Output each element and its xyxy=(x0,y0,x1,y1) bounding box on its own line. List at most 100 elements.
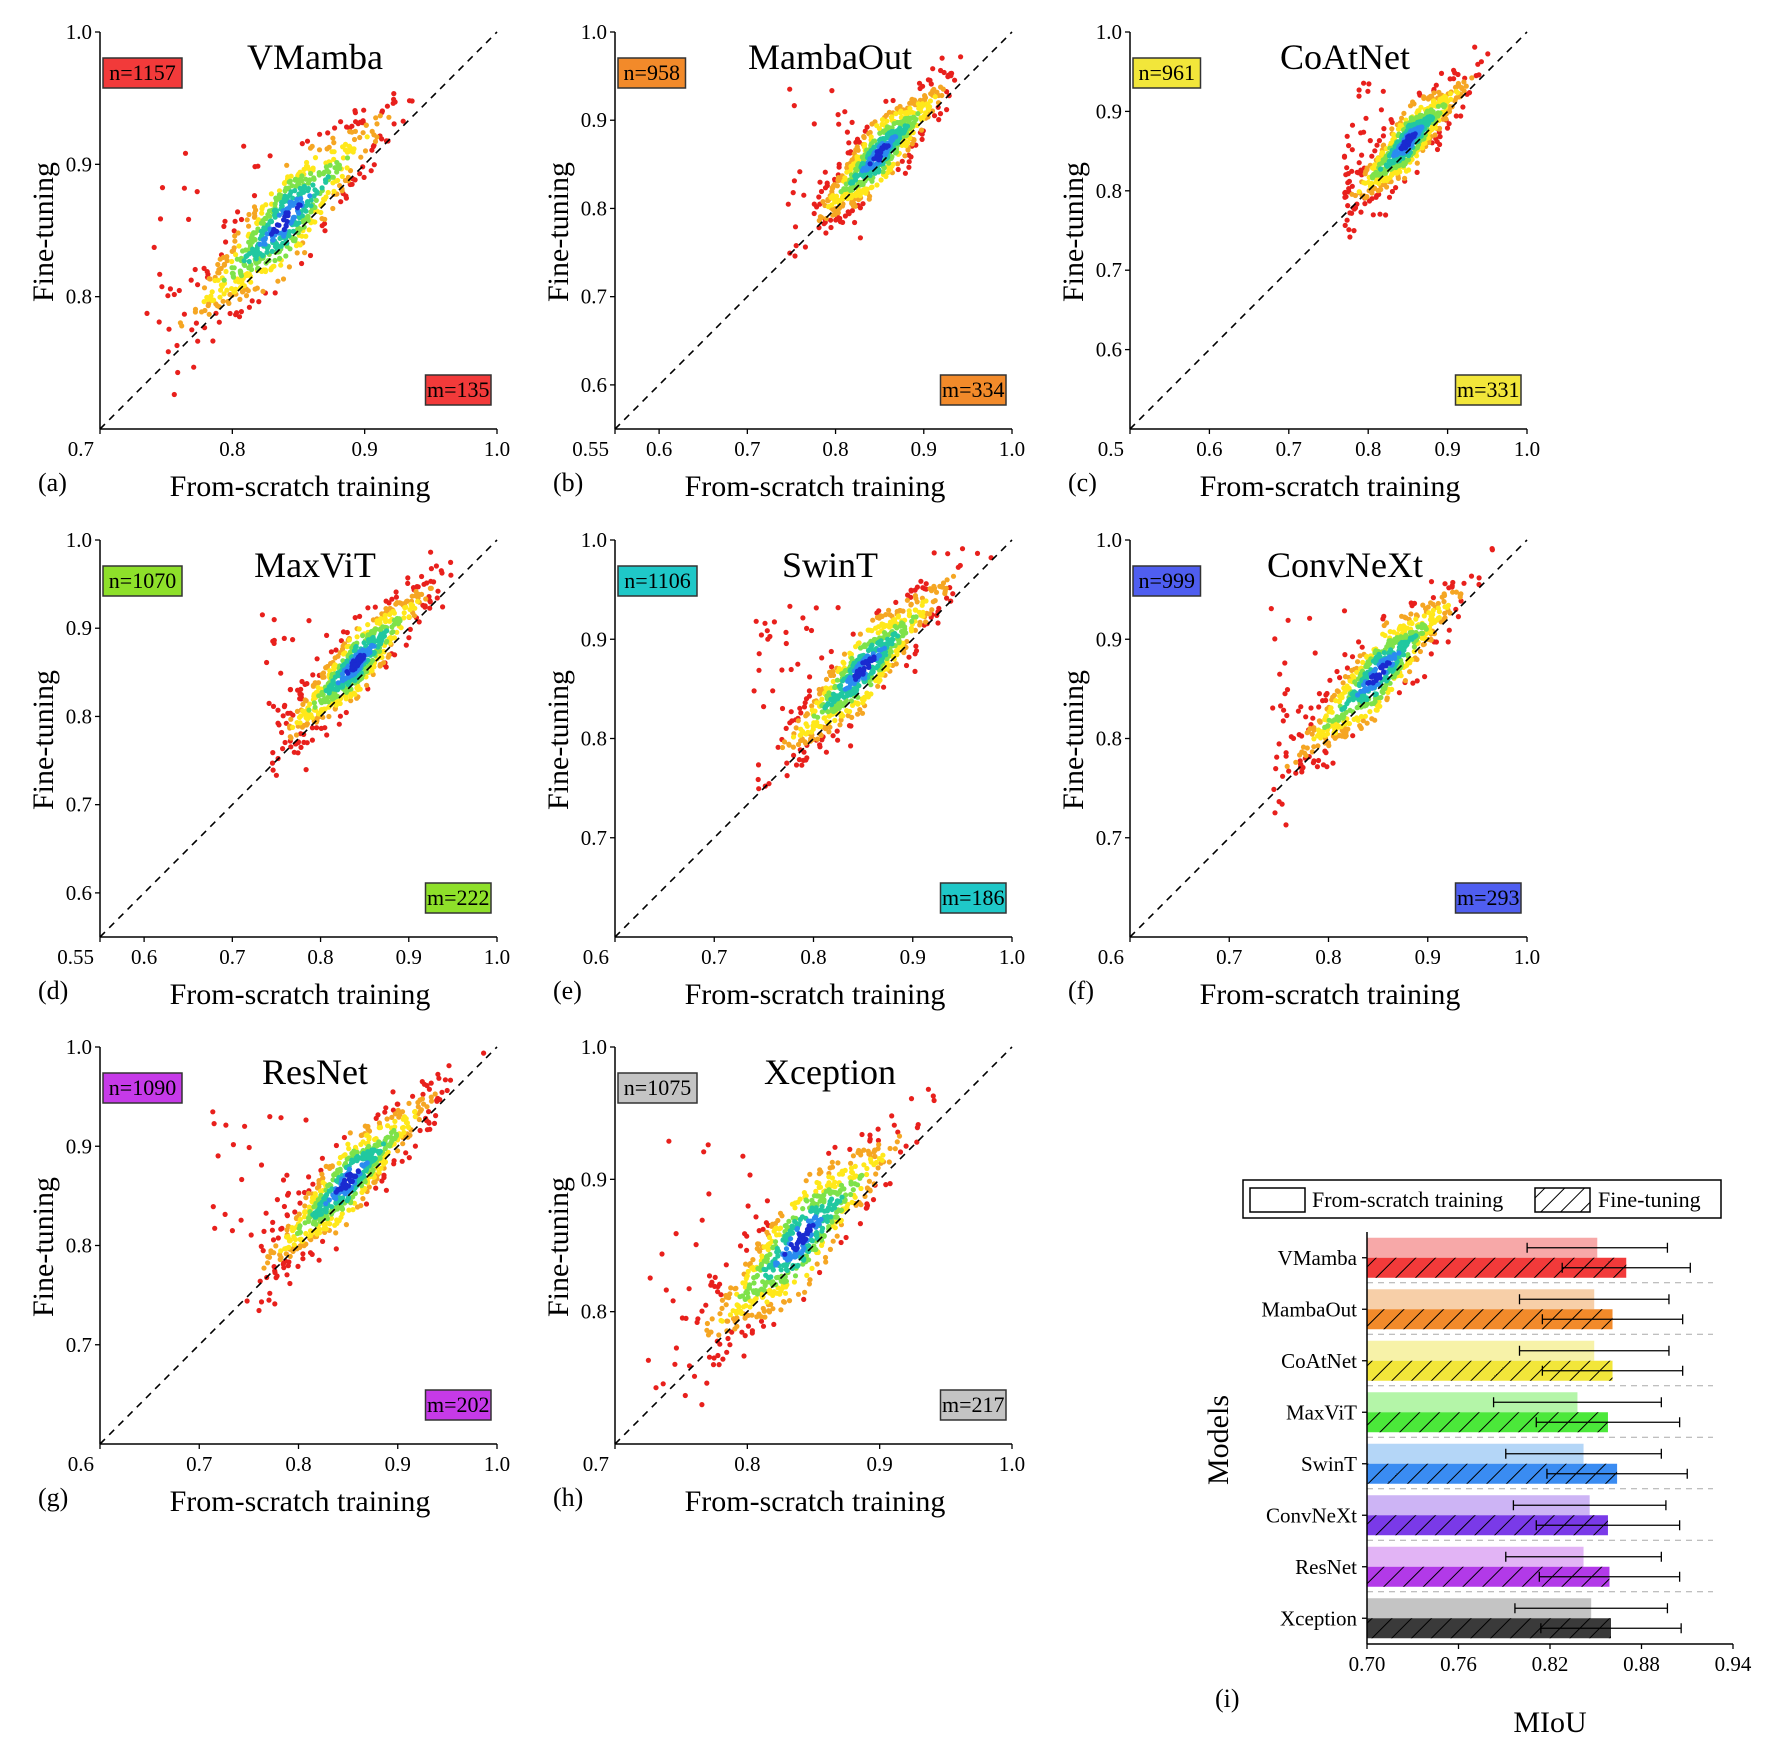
scatter-point xyxy=(1428,636,1434,642)
scatter-point xyxy=(376,1169,382,1175)
scatter-point xyxy=(916,105,922,111)
scatter-point xyxy=(1307,615,1313,621)
scatter-point xyxy=(246,258,252,265)
scatter-point xyxy=(818,188,825,195)
scatter-point xyxy=(337,183,343,189)
scatter-point xyxy=(751,688,757,694)
scatter-point xyxy=(371,1157,377,1163)
scatter-point xyxy=(841,186,847,192)
scatter-point xyxy=(175,369,181,376)
scatter-point xyxy=(209,289,215,295)
scatter-point xyxy=(290,202,296,208)
scatter-point xyxy=(765,636,771,642)
scatter-point xyxy=(356,626,362,632)
scatter-panels: 0.7 0.8 0.9 1.00.80.91.0VMamban=1157m=135Fr… xyxy=(27,20,1540,1518)
n-count-label: n=958 xyxy=(624,60,680,85)
x-axis-title: From-scratch training xyxy=(1200,978,1461,1011)
scatter-point xyxy=(869,121,875,127)
scatter-point xyxy=(312,704,318,710)
scatter-point xyxy=(762,620,768,626)
scatter-point xyxy=(326,169,332,175)
scatter-point xyxy=(1407,669,1413,675)
scatter-point xyxy=(1450,589,1456,595)
scatter-point xyxy=(288,744,294,750)
scatter-point xyxy=(1295,708,1301,714)
scatter-point xyxy=(222,218,228,224)
scatter-point xyxy=(186,216,192,222)
scatter-point xyxy=(893,661,899,667)
scatter-point xyxy=(1386,686,1392,692)
scatter-point xyxy=(1419,124,1425,130)
scatter-point xyxy=(303,1117,309,1123)
scatter-point xyxy=(343,709,349,716)
scatter-point xyxy=(249,298,255,304)
scatter-point xyxy=(270,750,276,756)
scatter-point xyxy=(305,185,312,192)
scatter-point xyxy=(1407,103,1414,109)
scatter-point xyxy=(400,1141,406,1147)
scatter-point xyxy=(835,737,841,743)
x-tick-label: 0.6 xyxy=(1196,437,1222,461)
scatter-point xyxy=(379,654,385,661)
scatter-point xyxy=(912,651,918,657)
scatter-point xyxy=(764,628,770,634)
x-tick-label: 0.9 xyxy=(1434,437,1460,461)
scatter-point xyxy=(866,664,872,671)
scatter-point xyxy=(1404,662,1410,668)
scatter-point xyxy=(232,238,238,244)
scatter-point xyxy=(352,1190,358,1197)
scatter-point xyxy=(909,122,915,128)
scatter-point xyxy=(1333,698,1339,704)
scatter-point xyxy=(832,705,838,711)
scatter-point xyxy=(869,664,876,670)
scatter-point xyxy=(233,312,239,318)
scatter-point xyxy=(366,1184,372,1190)
scatter-point xyxy=(428,566,434,572)
scatter-point xyxy=(1298,704,1304,710)
scatter-point xyxy=(1461,79,1467,85)
scatter-point xyxy=(372,1136,378,1143)
scatter-point xyxy=(1326,717,1332,723)
scatter-point xyxy=(364,134,370,140)
scatter-point xyxy=(852,219,858,226)
scatter-point xyxy=(447,1077,454,1083)
scatter-point xyxy=(862,643,868,650)
scatter-point xyxy=(1461,580,1467,586)
scatter-point xyxy=(304,159,310,166)
scatter-point xyxy=(308,170,314,177)
x-tick-label: 0.8 xyxy=(1355,437,1381,461)
scatter-point xyxy=(286,1238,293,1244)
scatter-point xyxy=(246,223,252,229)
scatter-point xyxy=(899,119,905,125)
scatter-point xyxy=(295,177,301,183)
scatter-point xyxy=(1293,770,1299,776)
scatter-point xyxy=(888,114,894,120)
scatter-point xyxy=(290,724,296,731)
scatter-point xyxy=(366,1136,372,1142)
scatter-point xyxy=(855,640,861,647)
scatter-point xyxy=(817,179,823,185)
scatter-point xyxy=(199,309,205,315)
scatter-point xyxy=(284,1272,290,1278)
scatter-point xyxy=(1358,713,1364,720)
scatter-point xyxy=(877,677,883,683)
scatter-point xyxy=(1384,697,1390,703)
scatter-point xyxy=(299,260,305,267)
x-tick-label: 1.0 xyxy=(999,437,1025,461)
scatter-point xyxy=(950,573,957,579)
scatter-point xyxy=(1447,104,1453,110)
scatter-point xyxy=(291,1234,297,1240)
scatter-point xyxy=(410,585,417,591)
scatter-point xyxy=(330,135,336,141)
scatter-point xyxy=(201,299,207,305)
scatter-point xyxy=(222,1211,228,1217)
diagonal-reference-line xyxy=(99,539,498,938)
scatter-point xyxy=(406,98,413,104)
scatter-point xyxy=(389,596,395,602)
scatter-point xyxy=(215,1153,221,1159)
scatter-point xyxy=(371,162,377,168)
scatter-point xyxy=(1457,592,1463,598)
scatter-point xyxy=(1354,705,1360,711)
panel-letter: (b) xyxy=(553,468,583,497)
